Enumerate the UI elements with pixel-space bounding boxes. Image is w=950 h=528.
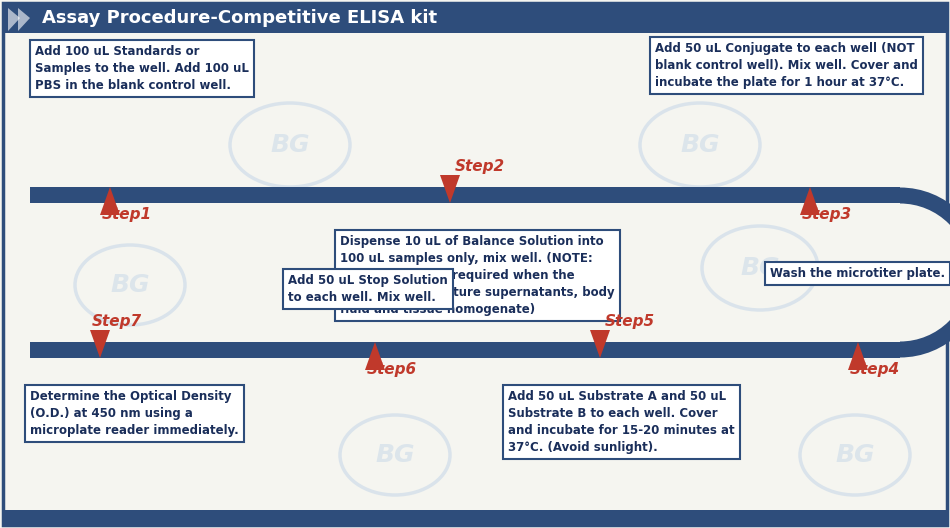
- Polygon shape: [90, 330, 110, 358]
- Text: BG: BG: [740, 256, 780, 280]
- Text: Step3: Step3: [802, 207, 852, 222]
- Text: Step1: Step1: [102, 207, 152, 222]
- FancyBboxPatch shape: [3, 510, 947, 525]
- Text: BG: BG: [270, 133, 310, 157]
- Text: Step5: Step5: [605, 314, 655, 329]
- Polygon shape: [3, 3, 455, 33]
- Polygon shape: [590, 330, 610, 358]
- Text: Add 100 uL Standards or
Samples to the well. Add 100 uL
PBS in the blank control: Add 100 uL Standards or Samples to the w…: [35, 45, 249, 92]
- Polygon shape: [440, 175, 460, 203]
- Text: Step6: Step6: [367, 362, 417, 377]
- Text: BG: BG: [375, 443, 415, 467]
- Text: Add 50 uL Stop Solution
to each well. Mix well.: Add 50 uL Stop Solution to each well. Mi…: [288, 274, 447, 304]
- Text: Assay Procedure-Competitive ELISA kit: Assay Procedure-Competitive ELISA kit: [42, 9, 437, 27]
- Text: BG: BG: [110, 273, 150, 297]
- Text: Add 50 uL Conjugate to each well (NOT
blank control well). Mix well. Cover and
i: Add 50 uL Conjugate to each well (NOT bl…: [655, 42, 918, 89]
- Text: Determine the Optical Density
(O.D.) at 450 nm using a
microplate reader immedia: Determine the Optical Density (O.D.) at …: [30, 390, 238, 437]
- Text: Wash the microtiter plate.: Wash the microtiter plate.: [770, 267, 945, 280]
- Wedge shape: [900, 203, 950, 342]
- Wedge shape: [900, 187, 950, 357]
- Text: Step4: Step4: [850, 362, 901, 377]
- FancyBboxPatch shape: [3, 3, 947, 33]
- Text: Add 50 uL Substrate A and 50 uL
Substrate B to each well. Cover
and incubate for: Add 50 uL Substrate A and 50 uL Substrat…: [508, 390, 734, 454]
- FancyBboxPatch shape: [3, 3, 947, 525]
- Polygon shape: [800, 187, 820, 215]
- Text: Step7: Step7: [92, 314, 142, 329]
- Polygon shape: [8, 8, 20, 31]
- Polygon shape: [18, 8, 30, 31]
- Text: Dispense 10 uL of Balance Solution into
100 uL samples only, mix well. (NOTE:
Th: Dispense 10 uL of Balance Solution into …: [340, 235, 615, 316]
- Polygon shape: [848, 342, 868, 370]
- FancyBboxPatch shape: [30, 187, 900, 203]
- Polygon shape: [365, 342, 385, 370]
- Text: BG: BG: [835, 443, 875, 467]
- Text: BG: BG: [680, 133, 720, 157]
- Text: Step2: Step2: [455, 159, 505, 174]
- Polygon shape: [100, 187, 120, 215]
- FancyBboxPatch shape: [30, 342, 900, 358]
